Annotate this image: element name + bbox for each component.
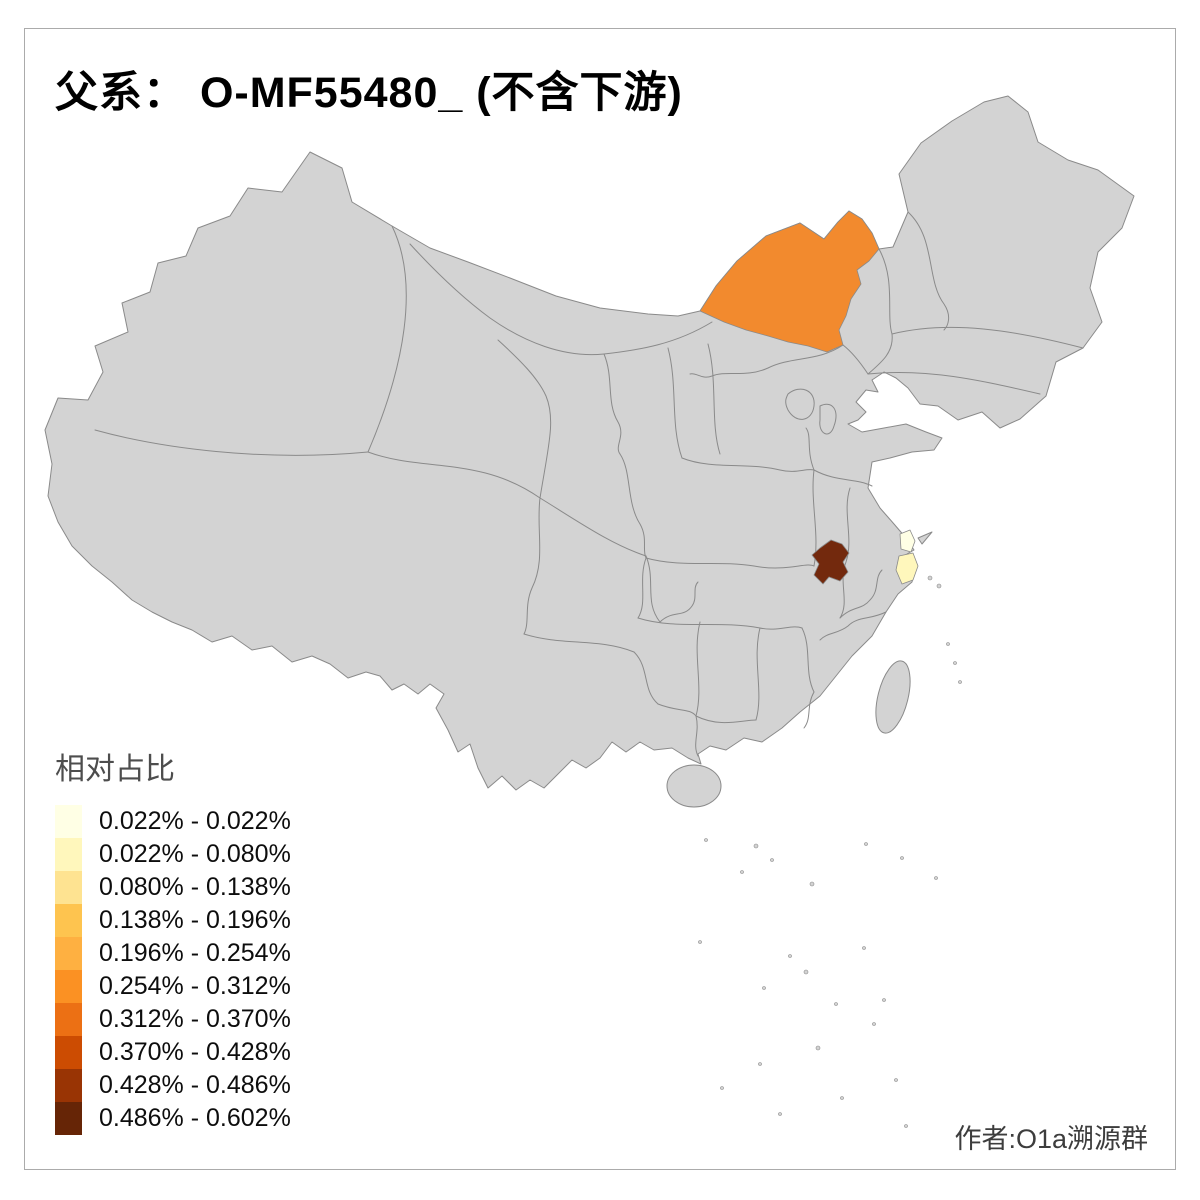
province-border-line xyxy=(689,344,844,378)
legend-item: 0.370% - 0.428% xyxy=(55,1036,291,1069)
legend-label: 0.486% - 0.602% xyxy=(99,1104,291,1132)
legend-swatch-color xyxy=(55,1036,82,1069)
province-border-line xyxy=(539,497,647,557)
legend-swatch xyxy=(55,1069,82,1102)
province-border-line xyxy=(842,344,869,375)
beijing-border xyxy=(785,388,815,420)
legend-item: 0.196% - 0.254% xyxy=(55,937,291,970)
province-border-line xyxy=(409,243,713,356)
legend-item: 0.022% - 0.080% xyxy=(55,838,291,871)
province-border-line xyxy=(637,617,803,630)
province-border-line xyxy=(867,371,1041,395)
legend-swatch xyxy=(55,904,82,937)
province-border-line xyxy=(695,715,699,757)
region-pale-yellow-1 xyxy=(899,529,916,553)
legend-swatch-color xyxy=(55,1102,82,1135)
province-border-line xyxy=(805,427,815,471)
legend-item: 0.022% - 0.022% xyxy=(55,805,291,838)
province-border-line xyxy=(657,703,697,717)
region-dark-brown-highlight xyxy=(811,539,850,585)
chongming-island xyxy=(917,531,933,545)
legend-swatch-color xyxy=(55,904,82,937)
province-border-line xyxy=(633,651,659,705)
province-borders xyxy=(94,211,1084,757)
legend-item: 0.254% - 0.312% xyxy=(55,970,291,1003)
legend-title: 相对占比 xyxy=(55,753,175,786)
legend-swatch xyxy=(55,805,82,838)
province-border-line xyxy=(367,451,541,499)
province-border-line xyxy=(891,326,1084,349)
province-border-line xyxy=(619,453,647,559)
region-pale-yellow-2 xyxy=(895,552,919,585)
province-border-line xyxy=(813,469,873,487)
province-border-line xyxy=(695,715,757,724)
province-border-line xyxy=(667,347,683,459)
province-border-line xyxy=(907,211,950,331)
province-border-line xyxy=(681,457,815,472)
legend-label: 0.022% - 0.022% xyxy=(99,807,291,835)
province-border-line xyxy=(523,633,635,653)
legend-swatch-color xyxy=(55,970,82,1003)
legend-label: 0.196% - 0.254% xyxy=(99,939,291,967)
map-title: 父系： O-MF55480_ (不含下游) xyxy=(55,69,683,117)
legend-swatch-color xyxy=(55,871,82,904)
province-border-line xyxy=(695,621,701,717)
province-border-line xyxy=(659,581,699,623)
legend-swatch-color xyxy=(55,937,82,970)
province-border-line xyxy=(819,611,887,641)
legend-label: 0.428% - 0.486% xyxy=(99,1071,291,1099)
sea-islets xyxy=(698,575,962,1128)
province-border-line xyxy=(497,339,552,499)
legend-swatch xyxy=(55,1003,82,1036)
legend-label: 0.080% - 0.138% xyxy=(99,873,291,901)
legend-swatch xyxy=(55,871,82,904)
hainan-island xyxy=(666,764,722,808)
legend-swatch xyxy=(55,1102,82,1135)
legend: 相对占比 0.022% - 0.022% 0.022% - 0.080% 0.0… xyxy=(55,744,291,1135)
province-border-line xyxy=(839,487,851,619)
province-border-line xyxy=(367,225,407,453)
province-border-line xyxy=(755,627,761,721)
province-border-line xyxy=(839,569,883,619)
legend-label: 0.138% - 0.196% xyxy=(99,906,291,934)
legend-label: 0.370% - 0.428% xyxy=(99,1038,291,1066)
legend-swatch-color xyxy=(55,1069,82,1102)
legend-swatch-color xyxy=(55,1003,82,1036)
legend-swatch xyxy=(55,937,82,970)
province-border-line xyxy=(637,557,647,619)
legend-item: 0.080% - 0.138% xyxy=(55,871,291,904)
tianjin-border xyxy=(819,403,837,435)
legend-label: 0.312% - 0.370% xyxy=(99,1005,291,1033)
province-border-line xyxy=(645,557,815,569)
legend-item: 0.486% - 0.602% xyxy=(55,1102,291,1135)
province-border-line xyxy=(801,627,815,693)
legend-swatch xyxy=(55,970,82,1003)
province-border-line xyxy=(94,429,369,456)
legend-item: 0.138% - 0.196% xyxy=(55,904,291,937)
region-inner-mongolia-highlight xyxy=(699,210,880,353)
province-border-line xyxy=(523,497,541,635)
legend-label: 0.254% - 0.312% xyxy=(99,972,291,1000)
author-credit: 作者:O1a溯源群 xyxy=(954,1124,1148,1154)
legend-swatch xyxy=(55,838,82,871)
highlighted-regions xyxy=(699,210,919,585)
legend-swatch xyxy=(55,1036,82,1069)
province-border-line xyxy=(707,343,721,455)
province-border-line xyxy=(603,353,622,455)
legend-swatch-color xyxy=(55,838,82,871)
legend-item: 0.312% - 0.370% xyxy=(55,1003,291,1036)
legend-label: 0.022% - 0.080% xyxy=(99,840,291,868)
legend-item: 0.428% - 0.486% xyxy=(55,1069,291,1102)
taiwan-island xyxy=(875,660,911,734)
province-border-line xyxy=(645,555,661,623)
province-border-line xyxy=(803,691,815,729)
legend-swatch-color xyxy=(55,805,82,838)
china-landmass xyxy=(44,95,1135,808)
china-mainland-outline xyxy=(44,95,1135,791)
